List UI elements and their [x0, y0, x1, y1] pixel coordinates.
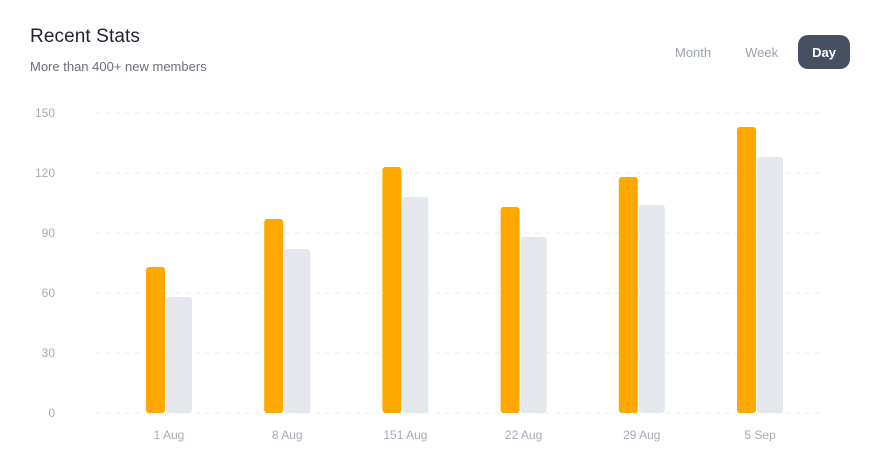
tab-day[interactable]: Day	[798, 35, 850, 69]
x-tick-label: 151 Aug	[383, 428, 427, 442]
range-tabs: Month Week Day	[661, 35, 850, 69]
x-tick-label: 8 Aug	[272, 428, 303, 442]
bar-primary	[382, 167, 402, 413]
y-tick-label: 150	[35, 106, 55, 120]
x-tick-label: 1 Aug	[154, 428, 185, 442]
bar-secondary	[638, 205, 665, 413]
bar-primary	[500, 207, 520, 413]
bar-secondary	[166, 297, 192, 413]
bar-primary	[618, 177, 638, 413]
x-tick-label: 29 Aug	[623, 428, 660, 442]
bar-secondary	[520, 237, 547, 413]
bar-secondary	[757, 157, 783, 413]
bar-secondary	[402, 197, 429, 413]
tab-month[interactable]: Month	[675, 44, 712, 60]
bar-primary	[737, 127, 756, 413]
bar-primary	[264, 219, 284, 413]
bar-primary	[146, 267, 165, 413]
chart-subtitle: More than 400+ new members	[30, 59, 207, 74]
tab-week[interactable]: Week	[745, 44, 779, 60]
y-tick-label: 120	[35, 166, 55, 180]
chart-title: Recent Stats	[30, 26, 140, 47]
x-tick-label: 22 Aug	[505, 428, 542, 442]
y-tick-label: 60	[42, 286, 56, 300]
y-tick-label: 30	[42, 346, 56, 360]
y-tick-label: 90	[42, 226, 56, 240]
y-tick-label: 0	[48, 406, 55, 420]
bar-secondary	[284, 249, 311, 413]
x-tick-label: 5 Sep	[744, 428, 776, 442]
